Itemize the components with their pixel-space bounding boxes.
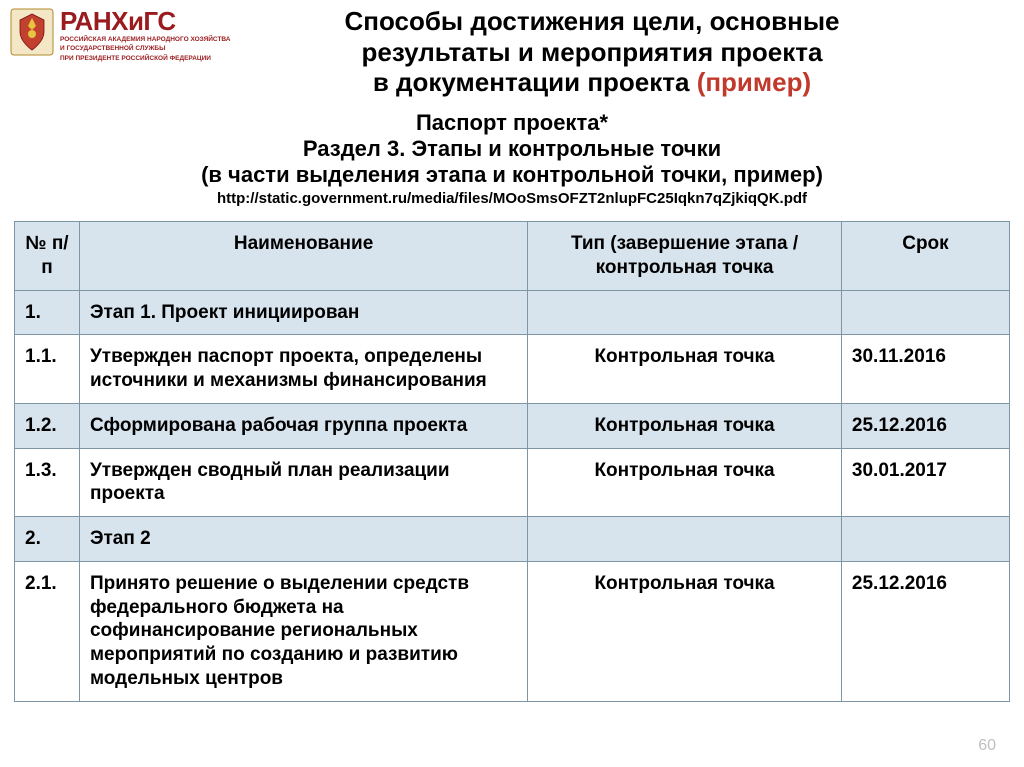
- table-body: 1.Этап 1. Проект инициирован1.1.Утвержде…: [15, 290, 1010, 701]
- col-header-date: Срок: [841, 222, 1009, 291]
- subtitle-3: (в части выделения этапа и контрольной т…: [40, 162, 984, 188]
- cell-name: Сформирована рабочая группа проекта: [79, 403, 527, 448]
- col-header-name: Наименование: [79, 222, 527, 291]
- table-row: 1.2.Сформирована рабочая группа проектаК…: [15, 403, 1010, 448]
- cell-type: [528, 517, 842, 562]
- subtitle-url: http://static.government.ru/media/files/…: [40, 190, 984, 207]
- cell-type: Контрольная точка: [528, 561, 842, 701]
- brand-name: РАНХиГС: [60, 8, 231, 34]
- title-line-1: Способы достижения цели, основные: [200, 6, 984, 37]
- col-header-type: Тип (завершение этапа /контрольная точка: [528, 222, 842, 291]
- cell-date: 25.12.2016: [841, 403, 1009, 448]
- cell-type: Контрольная точка: [528, 448, 842, 517]
- title-line-2: результаты и мероприятия проекта: [200, 37, 984, 68]
- table-row: 2.Этап 2: [15, 517, 1010, 562]
- page-number: 60: [978, 737, 996, 755]
- brand-sub3: ПРИ ПРЕЗИДЕНТЕ РОССИЙСКОЙ ФЕДЕРАЦИИ: [60, 55, 231, 62]
- cell-name: Принято решение о выделении средств феде…: [79, 561, 527, 701]
- table-row: 1.1.Утвержден паспорт проекта, определен…: [15, 335, 1010, 404]
- cell-date: [841, 517, 1009, 562]
- title-line-3a: в документации проекта: [373, 67, 697, 97]
- emblem-icon: [10, 8, 54, 56]
- cell-name: Этап 1. Проект инициирован: [79, 290, 527, 335]
- subtitle-block: Паспорт проекта* Раздел 3. Этапы и контр…: [0, 110, 1024, 207]
- cell-num: 2.: [15, 517, 80, 562]
- title-accent: (пример): [697, 67, 811, 97]
- cell-date: 30.11.2016: [841, 335, 1009, 404]
- cell-type: Контрольная точка: [528, 403, 842, 448]
- cell-date: 25.12.2016: [841, 561, 1009, 701]
- cell-type: Контрольная точка: [528, 335, 842, 404]
- cell-num: 1.2.: [15, 403, 80, 448]
- cell-date: 30.01.2017: [841, 448, 1009, 517]
- logo-block: РАНХиГС РОССИЙСКАЯ АКАДЕМИЯ НАРОДНОГО ХО…: [10, 8, 231, 62]
- brand-sub1: РОССИЙСКАЯ АКАДЕМИЯ НАРОДНОГО ХОЗЯЙСТВА: [60, 36, 231, 43]
- cell-num: 2.1.: [15, 561, 80, 701]
- table-row: 2.1.Принято решение о выделении средств …: [15, 561, 1010, 701]
- table-row: 1.Этап 1. Проект инициирован: [15, 290, 1010, 335]
- slide-title: Способы достижения цели, основные резуль…: [200, 0, 984, 98]
- title-line-3: в документации проекта (пример): [200, 67, 984, 98]
- milestones-table: № п/п Наименование Тип (завершение этапа…: [14, 221, 1010, 702]
- cell-type: [528, 290, 842, 335]
- cell-name: Этап 2: [79, 517, 527, 562]
- cell-date: [841, 290, 1009, 335]
- cell-name: Утвержден паспорт проекта, определены ис…: [79, 335, 527, 404]
- cell-num: 1.3.: [15, 448, 80, 517]
- cell-num: 1.1.: [15, 335, 80, 404]
- cell-name: Утвержден сводный план реализации проект…: [79, 448, 527, 517]
- col-header-num: № п/п: [15, 222, 80, 291]
- subtitle-2: Раздел 3. Этапы и контрольные точки: [40, 136, 984, 162]
- table-header-row: № п/п Наименование Тип (завершение этапа…: [15, 222, 1010, 291]
- subtitle-1: Паспорт проекта*: [40, 110, 984, 136]
- brand-sub2: И ГОСУДАРСТВЕННОЙ СЛУЖБЫ: [60, 45, 231, 52]
- brand-text: РАНХиГС РОССИЙСКАЯ АКАДЕМИЯ НАРОДНОГО ХО…: [60, 8, 231, 62]
- cell-num: 1.: [15, 290, 80, 335]
- table-row: 1.3.Утвержден сводный план реализации пр…: [15, 448, 1010, 517]
